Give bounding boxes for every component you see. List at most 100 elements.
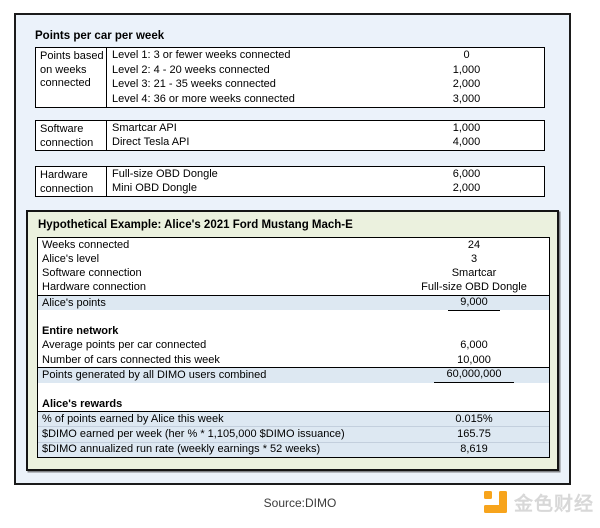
row-value-cell: 6,000 [389,168,544,181]
points-per-week-table: Points based on weeks connected Level 1:… [35,47,545,108]
table-row: Full-size OBD Dongle 6,000 [107,167,544,182]
row-label: Points generated by all DIMO users combi… [42,369,267,382]
row-label: Average points per car connected [42,339,207,352]
row-value-cell: 60,000,000 [399,368,549,384]
row-value: 2,000 [452,182,481,195]
table-row: Average points per car connected 6,000 [38,339,549,353]
row-value-cell: 3 [399,253,549,266]
row-value: 6,000 [452,167,481,180]
row-label: Full-size OBD Dongle [112,167,218,180]
hypothetical-example-panel: Hypothetical Example: Alice's 2021 Ford … [26,210,559,471]
table-row: Alice's level 3 [38,252,549,266]
row-label: Level 3: 21 - 35 weeks connected [112,78,276,91]
logo-horizontal-bar [484,505,505,513]
row-value: 1,000 [452,121,481,134]
row-value-cell: 10,000 [399,354,549,367]
points-rows: Level 1: 3 or fewer weeks connected 0 Le… [107,48,544,107]
row-label: Level 1: 3 or fewer weeks connected [112,48,291,61]
row-value: 4,000 [452,136,481,149]
example-title: Hypothetical Example: Alice's 2021 Ford … [38,219,353,231]
table-row: $DIMO earned per week (her % * 1,105,000… [38,426,549,442]
table-row [38,383,549,397]
points-table-title: Points per car per week [35,30,165,42]
row-value: Full-size OBD Dongle [421,281,527,294]
logo-dot-shape [484,491,492,499]
row-value-cell: 6,000 [399,339,549,352]
row-value: 60,000,000 [434,368,514,384]
row-value: 0 [463,48,470,61]
row-value-cell: 1,000 [389,64,544,77]
table-row: Number of cars connected this week 10,00… [38,353,549,367]
hardware-rows: Full-size OBD Dongle 6,000 Mini OBD Dong… [107,167,544,196]
row-value-cell: 3,000 [389,93,544,106]
row-label: Mini OBD Dongle [112,182,197,195]
table-row: Software connection Smartcar [38,267,549,281]
row-label: $DIMO annualized run rate (weekly earnin… [42,443,321,456]
row-label: Direct Tesla API [112,136,190,149]
table-row: Weeks connected 24 [38,238,549,252]
software-rows: Smartcar API 1,000 Direct Tesla API 4,00… [107,121,544,150]
table-row: Alice's points 9,000 [38,295,549,311]
row-value: 2,000 [452,78,481,91]
points-group-label: Points based on weeks connected [36,48,107,107]
table-row: Level 2: 4 - 20 weeks connected 1,000 [107,63,544,78]
table-row: Alice's rewards [38,397,549,413]
row-label: Smartcar API [112,121,177,134]
table-row: Level 1: 3 or fewer weeks connected 0 [107,48,544,63]
row-value-cell: 9,000 [399,296,549,311]
row-value: 24 [467,238,481,251]
table-row: Points generated by all DIMO users combi… [38,367,549,384]
row-label: Software connection [42,267,142,280]
table-row: Smartcar API 1,000 [107,121,544,136]
jinse-logo-icon [484,490,509,515]
example-table: Weeks connected 24 Alice's level 3 Softw… [37,237,550,458]
row-value-cell: 4,000 [389,136,544,149]
row-label: Weeks connected [42,238,130,251]
row-value-cell: Full-size OBD Dongle [399,281,549,294]
row-value-cell: 24 [399,239,549,252]
row-value: 3 [470,252,478,265]
row-value-cell [399,325,549,338]
table-row: Level 4: 36 or more weeks connected 3,00… [107,92,544,107]
row-value: 10,000 [457,353,491,366]
hardware-connection-table: Hardware connection Full-size OBD Dongle… [35,166,545,197]
row-label: Alice's rewards [42,397,123,410]
brand-name: 金色财经 [514,494,595,515]
content-frame: Points per car per week Points based on … [14,13,571,485]
row-value: 165.75 [457,428,491,441]
row-label: Alice's level [42,252,100,265]
table-row: Direct Tesla API 4,000 [107,136,544,151]
row-value: 1,000 [452,63,481,76]
row-value-cell: 1,000 [389,122,544,135]
row-label: Hardware connection [42,281,146,294]
hardware-group-label: Hardware connection [36,167,107,196]
row-label: Level 4: 36 or more weeks connected [112,93,295,106]
row-value: 8,619 [460,443,488,456]
row-label: Number of cars connected this week [42,353,220,366]
table-row [38,310,549,324]
row-value: 6,000 [460,339,488,352]
source-caption: Source:DIMO [263,496,337,510]
row-label: % of points earned by Alice this week [42,412,224,425]
row-label: Alice's points [42,296,106,309]
row-value-cell: 0 [389,49,544,62]
row-value: 0.015% [455,412,493,425]
software-group-label: Software connection [36,121,107,150]
table-row: Entire network [38,325,549,339]
row-value-cell [399,311,549,324]
table-row: % of points earned by Alice this week 0.… [38,412,549,427]
row-label: Level 2: 4 - 20 weeks connected [112,63,270,76]
software-connection-table: Software connection Smartcar API 1,000 D… [35,120,545,151]
row-value-cell: 0.015% [399,413,549,426]
row-value: 9,000 [448,296,500,311]
row-value-cell: 2,000 [389,182,544,195]
row-label: Entire network [42,325,119,338]
row-value: 3,000 [452,93,481,106]
table-row: Level 3: 21 - 35 weeks connected 2,000 [107,78,544,93]
row-value-cell [399,383,549,396]
table-row: Hardware connection Full-size OBD Dongle [38,281,549,295]
row-value-cell: 2,000 [389,78,544,91]
row-value-cell: 8,619 [399,443,549,456]
row-value-cell [399,398,549,411]
